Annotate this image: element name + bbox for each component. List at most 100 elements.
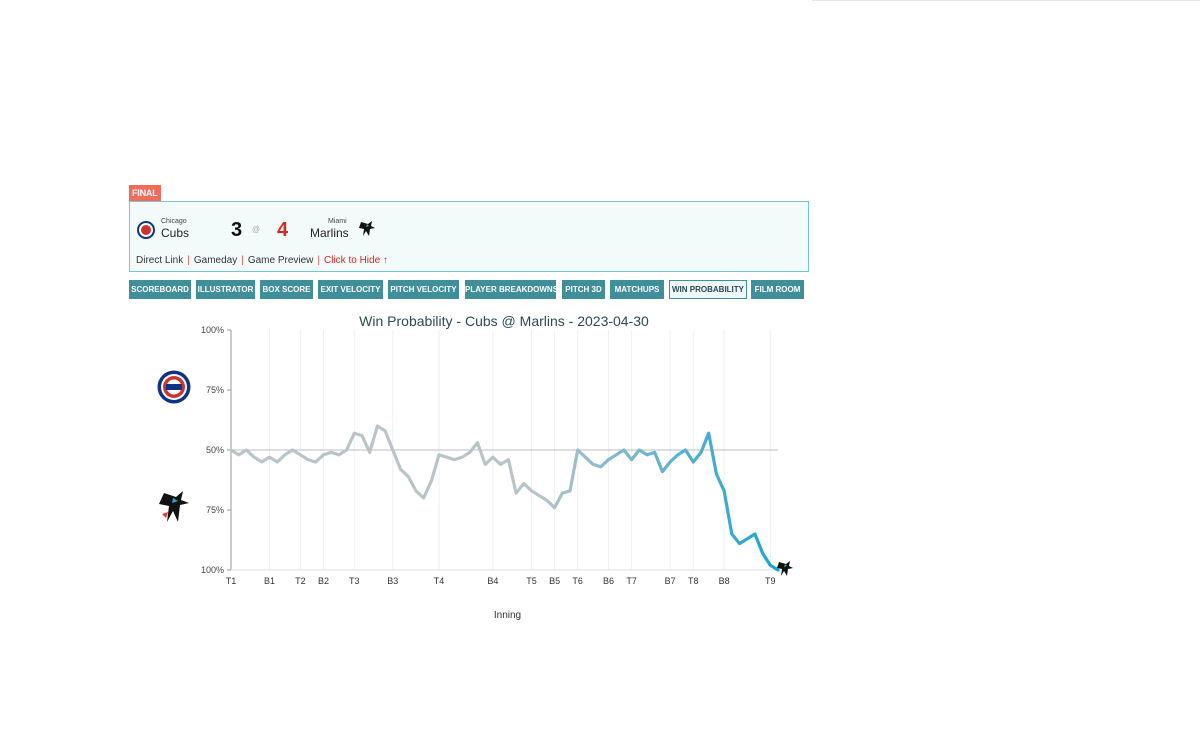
win-probability-chart: 100%75%50%75%100%T1 B1 T2 B2 T3 B3 T4 B4 T5 B5 T6 B… [201, 325, 793, 621]
cubs-logo-icon [137, 221, 155, 239]
away-city: Chicago [161, 218, 187, 225]
data-point [731, 533, 733, 535]
x-tick-label: B8 [719, 576, 730, 586]
data-point [515, 492, 517, 494]
x-tick-label: T2 [295, 576, 306, 586]
x-tick-label: T7 [626, 576, 637, 586]
data-point [461, 456, 463, 458]
top-divider [812, 0, 1200, 1]
tab-pitch-velocity[interactable]: PITCH VELOCITY [388, 280, 459, 299]
data-point [584, 456, 586, 458]
x-tick-label: B1 [264, 576, 275, 586]
data-point [476, 442, 478, 444]
data-point [769, 564, 771, 566]
final-status-badge: FINAL [129, 185, 161, 201]
x-tick-label: B7 [665, 576, 676, 586]
marlins-side-logo-icon [158, 490, 190, 524]
data-point [623, 449, 625, 451]
final-marlins-marker-icon [777, 561, 793, 576]
data-point [530, 490, 532, 492]
data-point [307, 458, 309, 460]
data-point [268, 456, 270, 458]
data-point [338, 454, 340, 456]
data-point [654, 451, 656, 453]
data-point [407, 475, 409, 477]
data-point [353, 432, 355, 434]
data-point [576, 449, 578, 451]
home-city: Miami [328, 218, 347, 225]
data-point [453, 458, 455, 460]
data-point [399, 468, 401, 470]
tab-matchups[interactable]: MATCHUPS [610, 280, 664, 299]
data-point [553, 506, 555, 508]
x-tick-label: T3 [349, 576, 360, 586]
data-point [245, 449, 247, 451]
tab-pitch-3d[interactable]: PITCH 3D [562, 280, 605, 299]
data-point [761, 552, 763, 554]
data-point [376, 425, 378, 427]
y-tick-label: 100% [201, 565, 224, 575]
data-point [692, 461, 694, 463]
data-point [700, 451, 702, 453]
data-point [384, 430, 386, 432]
cubs-side-logo-icon [157, 370, 191, 404]
data-point [646, 454, 648, 456]
data-point [592, 463, 594, 465]
data-point [777, 569, 779, 571]
data-point [607, 458, 609, 460]
data-point [615, 454, 617, 456]
data-point [661, 470, 663, 472]
data-point [392, 449, 394, 451]
at-symbol: @ [252, 225, 261, 234]
click-to-hide-link[interactable]: Click to Hide ↑ [324, 255, 388, 266]
data-point [684, 449, 686, 451]
marker-fish [777, 561, 793, 576]
home-score: 4 [277, 219, 289, 241]
away-team-name: Cubs [161, 226, 190, 240]
data-point [569, 490, 571, 492]
y-tick-label: 75% [206, 505, 224, 515]
data-point [746, 538, 748, 540]
data-point [754, 533, 756, 535]
data-point [368, 451, 370, 453]
data-point [261, 461, 263, 463]
y-tick-label: 75% [206, 385, 224, 395]
data-point [315, 461, 317, 463]
gameday-link[interactable]: Gameday [193, 255, 238, 266]
y-tick-label: 100% [201, 325, 224, 335]
data-point [345, 449, 347, 451]
data-point [238, 454, 240, 456]
direct-link[interactable]: Direct Link [136, 255, 184, 266]
data-point [322, 454, 324, 456]
tab-win-probability[interactable]: WIN PROBABILITY [669, 280, 747, 299]
data-point [484, 463, 486, 465]
x-tick-label: T9 [765, 576, 776, 586]
x-tick-label: B2 [318, 576, 329, 586]
data-point [469, 451, 471, 453]
home-team-name: Marlins [310, 226, 349, 240]
data-point [638, 449, 640, 451]
data-point [446, 456, 448, 458]
data-point [276, 461, 278, 463]
data-point [422, 497, 424, 499]
tab-film-room[interactable]: FILM ROOM [751, 280, 804, 299]
marker-accent [784, 564, 787, 567]
tab-box-score[interactable]: BOX SCORE [260, 280, 313, 299]
win-probability-series-line [229, 424, 780, 572]
data-point [430, 480, 432, 482]
y-tick-label: 50% [206, 445, 224, 455]
away-score: 3 [231, 219, 243, 241]
data-point [492, 456, 494, 458]
game-preview-link[interactable]: Game Preview [247, 255, 314, 266]
tab-illustrator[interactable]: ILLUSTRATOR [196, 280, 255, 299]
data-point [561, 492, 563, 494]
data-point [707, 432, 709, 434]
chart-title: Win Probability - Cubs @ Marlins - 2023-… [359, 313, 649, 329]
data-point [361, 434, 363, 436]
x-tick-label: T4 [434, 576, 445, 586]
data-point [253, 456, 255, 458]
tab-scoreboard[interactable]: SCOREBOARD [129, 280, 191, 299]
data-point [507, 458, 509, 460]
tab-player-breakdowns[interactable]: PLAYER BREAKDOWNS [465, 280, 558, 299]
tab-exit-velocity[interactable]: EXIT VELOCITY [318, 280, 383, 299]
